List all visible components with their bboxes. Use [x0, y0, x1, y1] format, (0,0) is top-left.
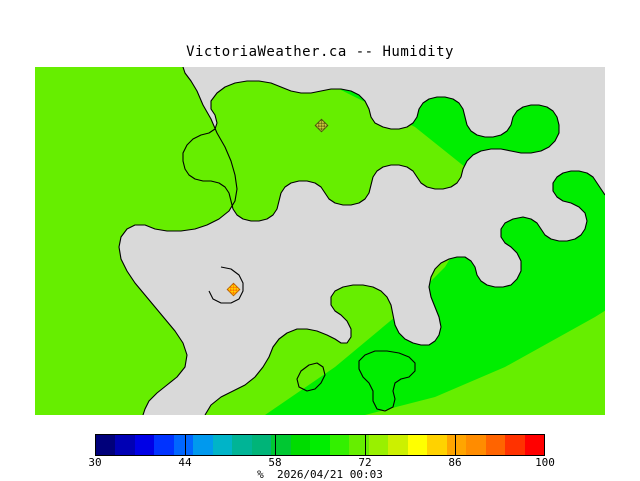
station-marker-south-icon[interactable]: [226, 282, 241, 297]
colorbar-swatch-13: [349, 435, 369, 455]
colorbar-swatches: [96, 435, 545, 455]
colorbar-swatch-20: [485, 435, 506, 455]
colorbar-label-44: 44: [178, 456, 192, 469]
colorbar-swatch-14: [368, 435, 389, 455]
colorbar-caption: % 2026/04/21 00:03: [257, 468, 383, 481]
colorbar-swatch-5: [193, 435, 213, 455]
colorbar-label-100: 100: [535, 456, 555, 469]
humidity-map-panel[interactable]: [35, 67, 605, 415]
colorbar-swatch-19: [466, 435, 486, 455]
colorbar-label-72: 72: [358, 456, 372, 469]
colorbar-swatch-12: [329, 435, 350, 455]
colorbar-swatch-18: [446, 435, 467, 455]
colorbar-swatch-0: [96, 435, 116, 455]
colorbar-swatch-15: [388, 435, 408, 455]
colorbar-label-58: 58: [268, 456, 282, 469]
page-title: VictoriaWeather.ca -- Humidity: [186, 44, 454, 60]
colorbar-swatch-2: [134, 435, 155, 455]
colorbar-label-30: 30: [88, 456, 102, 469]
colorbar-tick-labels: 30 44 58 72 86 100: [0, 456, 640, 470]
colorbar-swatch-7: [232, 435, 252, 455]
colorbar-swatch-1: [115, 435, 135, 455]
coastline-outlines: [118, 67, 605, 415]
colorbar-swatch-11: [310, 435, 330, 455]
colorbar-swatch-21: [505, 435, 525, 455]
humidity-band-72-79: [185, 67, 605, 415]
colorbar-swatch-3: [154, 435, 174, 455]
colorbar-swatch-9: [271, 435, 291, 455]
station-marker-north-icon[interactable]: [314, 118, 329, 133]
colorbar-swatch-10: [290, 435, 311, 455]
colorbar-swatch-8: [251, 435, 272, 455]
colorbar-label-86: 86: [448, 456, 462, 469]
humidity-colorbar[interactable]: [95, 434, 545, 456]
map-svg: [35, 67, 605, 415]
colorbar-swatch-16: [407, 435, 428, 455]
colorbar-swatch-17: [427, 435, 447, 455]
colorbar-swatch-4: [173, 435, 194, 455]
colorbar-swatch-6: [212, 435, 233, 455]
colorbar-swatch-22: [524, 435, 545, 455]
